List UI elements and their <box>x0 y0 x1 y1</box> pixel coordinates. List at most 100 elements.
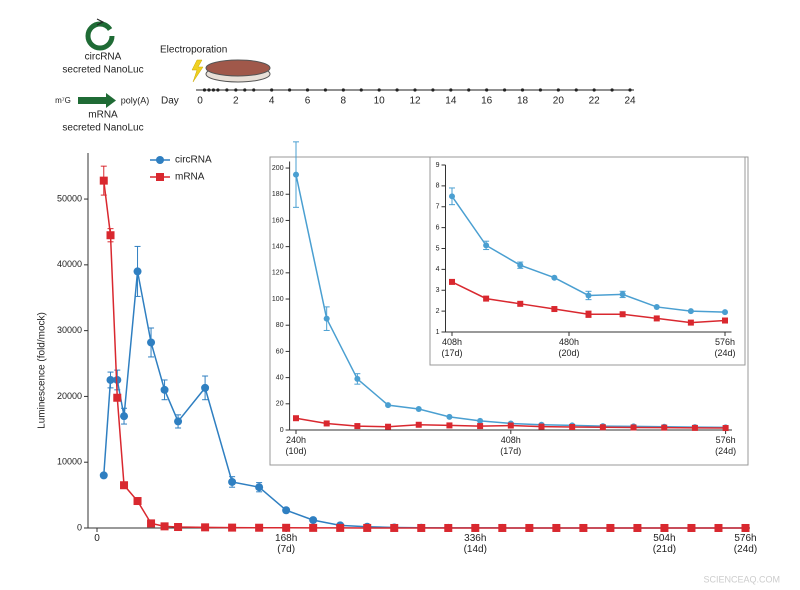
timepoint-dot <box>449 88 453 92</box>
y-tick-label: 9 <box>436 162 440 169</box>
timepoint-dot <box>377 88 381 92</box>
marker <box>228 477 237 486</box>
day-tick-label: 4 <box>269 96 275 107</box>
y-tick-label: 0 <box>280 427 284 434</box>
legend-marker <box>156 173 164 181</box>
marker <box>722 309 728 316</box>
day-tick-label: 18 <box>517 96 529 107</box>
timepoint-dot <box>234 88 238 92</box>
marker <box>106 375 115 384</box>
marker <box>552 523 561 532</box>
marker <box>579 523 588 532</box>
label: mRNA <box>88 110 118 121</box>
y-axis-label: Luminescence (fold/mock) <box>37 312 48 429</box>
marker <box>323 315 330 322</box>
marker <box>363 523 372 532</box>
marker <box>691 424 698 431</box>
y-tick-label: 4 <box>436 266 440 273</box>
marker <box>471 523 480 532</box>
watermark: SCIENCEAQ.COM <box>703 574 780 584</box>
x-tick-label: 168h (7d) <box>275 533 298 555</box>
marker <box>106 231 115 240</box>
marker <box>722 317 728 324</box>
y-tick-label: 100 <box>272 296 284 303</box>
y-tick-label: 60 <box>276 348 284 355</box>
timepoint-dot <box>225 88 229 92</box>
x-tick-label: 408h (17d) <box>441 337 463 358</box>
label: secreted NanoLuc <box>62 65 143 76</box>
x-tick-label: 408h (17d) <box>500 435 522 456</box>
x-tick-label: 576h (24d) <box>733 533 758 555</box>
marker <box>133 497 142 506</box>
y-tick-label: 6 <box>436 224 440 231</box>
marker <box>653 303 660 310</box>
x-tick-label: 240h (10d) <box>285 435 307 456</box>
marker <box>446 413 453 420</box>
timepoint-dot <box>431 88 435 92</box>
marker <box>147 519 156 528</box>
label: Day <box>161 96 179 107</box>
marker <box>99 471 108 480</box>
marker <box>525 523 534 532</box>
marker <box>336 523 345 532</box>
timepoint-dot <box>323 88 328 92</box>
y-tick-label: 7 <box>436 204 440 211</box>
marker <box>483 295 490 302</box>
marker <box>483 242 490 249</box>
marker <box>417 523 426 532</box>
marker <box>449 193 455 200</box>
marker <box>599 424 606 431</box>
marker <box>551 274 558 281</box>
marker <box>517 262 524 269</box>
timepoint-dot <box>574 88 578 92</box>
marker <box>538 423 545 430</box>
marker <box>585 292 592 299</box>
timepoint-dot <box>243 88 247 92</box>
y-tick-label: 2 <box>436 308 440 315</box>
label: poly(A) <box>121 95 150 105</box>
y-tick-label: 80 <box>276 322 284 329</box>
day-tick-label: 10 <box>374 96 386 107</box>
marker <box>630 424 637 431</box>
marker <box>160 522 169 531</box>
marker <box>477 423 484 430</box>
inset-frame <box>429 156 746 366</box>
x-tick-label: 576h (24d) <box>714 337 736 358</box>
day-tick-label: 0 <box>197 96 203 107</box>
y-tick-label: 8 <box>436 183 440 190</box>
marker <box>385 423 392 430</box>
timepoint-dot <box>270 88 274 92</box>
marker <box>660 523 669 532</box>
marker <box>741 523 750 532</box>
y-tick-label: 20000 <box>57 391 82 401</box>
marker <box>282 523 291 532</box>
marker <box>415 421 422 428</box>
day-tick-label: 16 <box>481 96 493 107</box>
day-tick-label: 20 <box>553 96 565 107</box>
marker <box>120 412 129 421</box>
marker <box>687 523 696 532</box>
y-tick-label: 20 <box>276 401 284 408</box>
marker <box>619 291 626 298</box>
timepoint-dot <box>202 88 207 92</box>
marker <box>385 402 392 409</box>
y-tick-label: 3 <box>436 287 440 294</box>
marker <box>201 523 210 532</box>
marker <box>507 422 514 429</box>
day-tick-label: 6 <box>305 96 311 107</box>
x-tick-label: 0 <box>94 533 100 544</box>
marker <box>255 523 264 532</box>
marker <box>619 311 626 318</box>
timepoint-dot <box>207 88 211 92</box>
lightning <box>191 59 204 83</box>
timepoint-dot <box>413 88 417 92</box>
x-tick-label: 336h (14d) <box>463 533 487 555</box>
marker <box>606 523 615 532</box>
marker <box>390 523 399 532</box>
timepoint-dot <box>287 88 292 92</box>
marker <box>292 415 299 422</box>
marker <box>446 422 453 429</box>
day-tick-label: 14 <box>445 96 457 107</box>
marker <box>661 424 668 431</box>
